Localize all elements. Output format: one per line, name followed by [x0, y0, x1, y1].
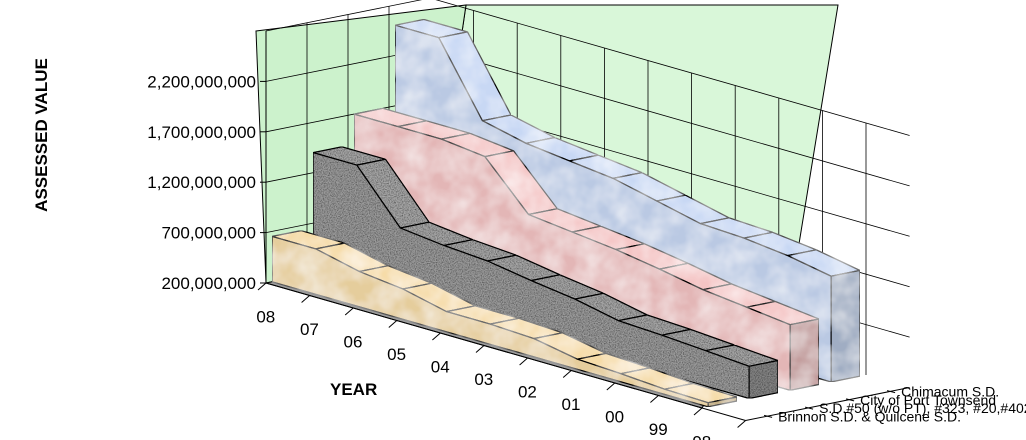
x-tick [257, 282, 267, 291]
x-tick-layer: 08 07 06 05 04 03 02 01 00 99 98 [256, 282, 746, 440]
x-tick-label: 05 [387, 345, 406, 364]
y-axis-title: ASSESSED VALUE [32, 58, 51, 212]
x-tick [562, 370, 572, 378]
x-tick [301, 295, 310, 303]
series-layer [271, 18, 862, 408]
series-end-cap [830, 269, 861, 383]
x-tick-label: 99 [649, 420, 668, 439]
depth-axis-line [745, 387, 910, 421]
series-label: S.D.#50 (w/o PT), #323, #20,#402 [819, 400, 1026, 416]
y-tick-label: 2,200,000,000 [147, 72, 256, 91]
x-tick-label: 02 [518, 382, 537, 401]
x-tick [475, 345, 485, 353]
y-tick-layer: 2,200,000,000 1,700,000,000 1,200,000,000 7… [147, 31, 267, 293]
x-tick-label: 00 [605, 407, 624, 426]
gridline [429, 48, 910, 187]
x-tick-label: 08 [256, 307, 275, 326]
x-tick-label: 01 [562, 395, 581, 414]
series-ribbon [271, 229, 738, 408]
series-ribbon [312, 146, 781, 400]
x-tick-label: 04 [431, 357, 450, 376]
x-tick [650, 395, 659, 403]
series-label: City of Port Townsend [860, 392, 996, 408]
x-tick [737, 420, 746, 428]
y-tick-label: 1,200,000,000 [147, 173, 256, 192]
x-axis-title: YEAR [330, 380, 377, 399]
series-end-cap [707, 396, 738, 408]
series-label: Chimacum S.D. [901, 384, 999, 400]
y-tick-label: 200,000,000 [161, 274, 256, 293]
x-axis-line [265, 282, 746, 421]
x-axis: 08 07 06 05 04 03 02 01 00 99 98 [256, 282, 746, 440]
series-label: Brinnon S.D. & Quilcene S.D. [778, 408, 961, 424]
x-tick-label: 98 [692, 432, 711, 440]
x-tick [693, 407, 703, 416]
series-end-cap [748, 359, 779, 400]
x-tick-label: 03 [474, 370, 493, 389]
y-axis: 2,200,000,000 1,700,000,000 1,200,000,000 7… [147, 31, 267, 293]
series-ribbon [353, 107, 821, 392]
gridline [435, 0, 910, 136]
x-tick [344, 307, 354, 316]
x-tick [388, 320, 398, 328]
y-tick-label: 1,700,000,000 [147, 123, 256, 142]
x-tick [519, 357, 528, 366]
series-end-cap [789, 318, 820, 392]
x-tick [432, 332, 441, 341]
x-tick-label: 07 [300, 320, 319, 339]
x-tick [606, 382, 616, 391]
x-tick-label: 06 [344, 332, 363, 351]
series-label-layer: Chimacum S.D.City of Port TownsendS.D.#5… [745, 384, 1026, 424]
y-tick-label: 700,000,000 [161, 224, 256, 243]
